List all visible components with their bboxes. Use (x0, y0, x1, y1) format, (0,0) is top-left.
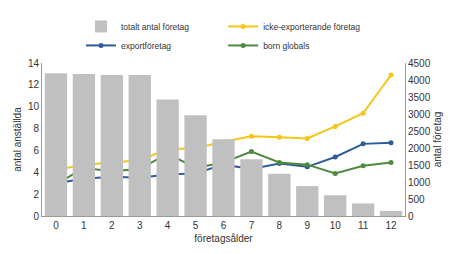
svg-text:2: 2 (109, 220, 115, 231)
svg-text:4: 4 (33, 167, 39, 178)
svg-text:12: 12 (385, 220, 397, 231)
svg-text:2500: 2500 (408, 126, 431, 137)
svg-text:2000: 2000 (408, 143, 431, 154)
svg-text:0: 0 (408, 211, 414, 222)
svg-text:born globals: born globals (263, 41, 309, 51)
svg-text:0: 0 (53, 220, 59, 231)
svg-text:1500: 1500 (408, 160, 431, 171)
svg-text:10: 10 (28, 101, 40, 112)
svg-text:4000: 4000 (408, 75, 431, 86)
svg-text:11: 11 (358, 220, 369, 231)
svg-text:1: 1 (81, 220, 87, 231)
svg-text:totalt antal företag: totalt antal företag (121, 22, 189, 32)
svg-text:icke-exporterande företag: icke-exporterande företag (263, 22, 360, 32)
svg-text:antal företag: antal företag (432, 112, 443, 168)
svg-text:3500: 3500 (408, 92, 431, 103)
svg-text:5: 5 (193, 220, 199, 231)
svg-text:3: 3 (137, 220, 143, 231)
svg-text:2: 2 (33, 189, 39, 200)
svg-text:14: 14 (28, 58, 40, 69)
svg-text:4500: 4500 (408, 58, 431, 69)
svg-text:1000: 1000 (408, 177, 431, 188)
svg-text:företagsålder: företagsålder (194, 233, 253, 244)
svg-text:0: 0 (33, 211, 39, 222)
svg-text:10: 10 (330, 220, 342, 231)
svg-text:8: 8 (33, 123, 39, 134)
svg-text:7: 7 (249, 220, 255, 231)
svg-text:4: 4 (165, 220, 171, 231)
svg-text:6: 6 (221, 220, 227, 231)
svg-text:6: 6 (33, 145, 39, 156)
svg-text:9: 9 (304, 220, 310, 231)
svg-text:antal anställda: antal anställda (12, 107, 23, 172)
svg-text:12: 12 (28, 79, 40, 90)
svg-text:8: 8 (277, 220, 283, 231)
svg-text:500: 500 (408, 194, 425, 205)
svg-text:3000: 3000 (408, 109, 431, 120)
svg-text:exportföretag: exportföretag (121, 41, 171, 51)
